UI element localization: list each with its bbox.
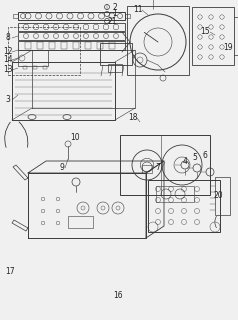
Text: 16: 16 bbox=[113, 292, 123, 300]
Text: 8: 8 bbox=[6, 34, 10, 43]
Bar bbox=[49, 42, 55, 49]
Bar bbox=[97, 42, 103, 49]
Bar bbox=[18, 32, 125, 40]
Bar bbox=[127, 6, 189, 75]
Text: 7: 7 bbox=[156, 164, 160, 172]
Bar bbox=[85, 42, 91, 49]
Bar bbox=[100, 43, 132, 65]
Bar bbox=[18, 41, 125, 50]
Text: 21: 21 bbox=[107, 18, 117, 27]
Bar bbox=[23, 66, 27, 69]
Bar bbox=[120, 135, 210, 195]
Bar bbox=[68, 216, 93, 228]
Text: 9: 9 bbox=[60, 164, 64, 172]
Bar bbox=[37, 42, 43, 49]
Text: 14: 14 bbox=[3, 55, 13, 65]
Text: 12: 12 bbox=[3, 47, 13, 57]
Text: 20: 20 bbox=[213, 190, 223, 199]
Bar bbox=[73, 42, 79, 49]
Text: 19: 19 bbox=[223, 44, 233, 52]
Bar bbox=[61, 42, 67, 49]
Text: 13: 13 bbox=[3, 66, 13, 75]
Text: 10: 10 bbox=[70, 133, 80, 142]
Bar bbox=[33, 66, 37, 69]
Bar bbox=[43, 66, 47, 69]
Bar bbox=[156, 186, 194, 202]
Text: 17: 17 bbox=[5, 268, 15, 276]
Text: 11: 11 bbox=[133, 5, 143, 14]
Bar bbox=[109, 42, 115, 49]
Bar bbox=[18, 23, 125, 31]
Bar bbox=[192, 7, 234, 65]
Text: 4: 4 bbox=[183, 157, 188, 166]
Bar bbox=[18, 12, 125, 20]
Bar bbox=[125, 14, 130, 18]
Bar bbox=[142, 165, 152, 173]
Bar bbox=[108, 64, 122, 72]
Text: 5: 5 bbox=[193, 154, 198, 163]
Text: 2: 2 bbox=[113, 4, 117, 12]
Text: 18: 18 bbox=[128, 114, 138, 123]
Bar bbox=[18, 50, 48, 66]
Bar bbox=[13, 14, 18, 18]
Bar bbox=[215, 177, 230, 215]
Text: 6: 6 bbox=[203, 150, 208, 159]
Text: 3: 3 bbox=[5, 95, 10, 105]
Text: 1: 1 bbox=[113, 10, 117, 19]
Bar bbox=[148, 180, 220, 232]
Bar bbox=[25, 42, 31, 49]
Bar bbox=[8, 27, 80, 75]
Text: 15: 15 bbox=[200, 28, 210, 36]
